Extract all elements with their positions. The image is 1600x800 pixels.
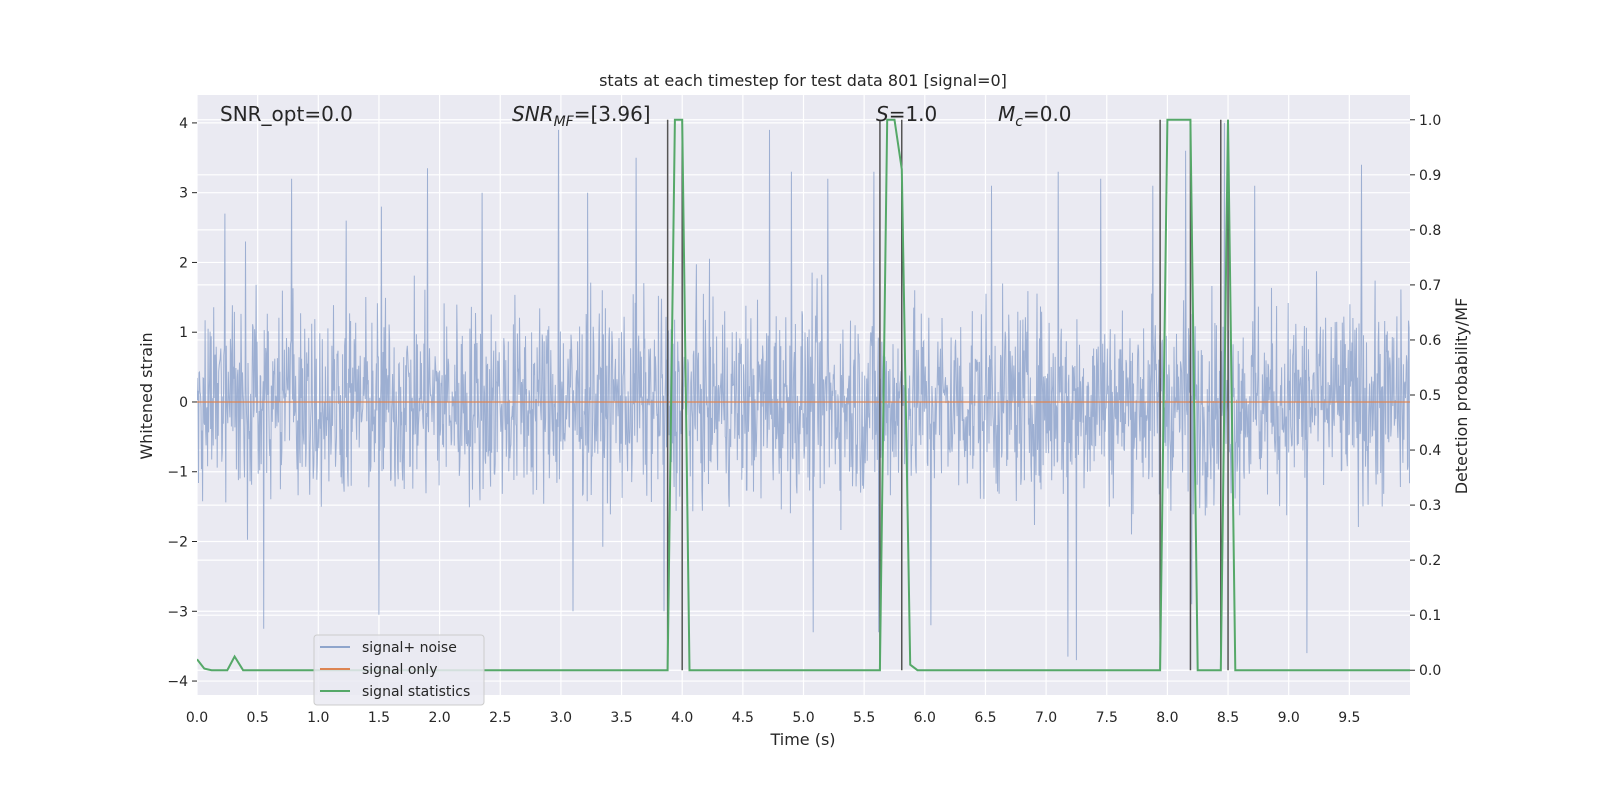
x-tick-label: 4.0 xyxy=(671,710,693,726)
x-tick-label: 8.0 xyxy=(1156,710,1178,726)
x-tick-label: 9.0 xyxy=(1278,710,1300,726)
annotation-snr-opt: SNR_opt=0.0 xyxy=(220,102,353,126)
y-right-tick-label: 0.9 xyxy=(1419,168,1441,184)
x-tick-label: 2.0 xyxy=(428,710,450,726)
x-tick-label: 3.0 xyxy=(550,710,572,726)
legend-label-signal-only: signal only xyxy=(362,662,437,678)
x-tick-label: 4.5 xyxy=(732,710,754,726)
x-tick-label: 0.5 xyxy=(247,710,269,726)
annotation-snr-mf: SNRMF=[3.96] xyxy=(512,102,651,130)
legend: signal+ noise signal only signal statist… xyxy=(313,634,485,706)
y-left-axis-label: Whitened strain xyxy=(137,332,156,459)
x-tick-label: 6.5 xyxy=(974,710,996,726)
signal-statistics-series xyxy=(197,118,1410,672)
annotation-s: S=1.0 xyxy=(876,102,937,126)
y-right-tick-label: 0.5 xyxy=(1419,388,1441,404)
x-tick-label: 5.0 xyxy=(792,710,814,726)
y-left-tick-label: 0 xyxy=(179,395,188,411)
y-right-tick-label: 0.4 xyxy=(1419,443,1441,459)
x-axis-ticks: 0.0 0.5 1.0 1.5 2.0 2.5 3.0 3.5 4.0 4.5 5.0 5.5 6.0 6… xyxy=(186,710,1361,726)
y-right-tick-label: 0.3 xyxy=(1419,498,1441,514)
x-tick-label: 1.0 xyxy=(307,710,329,726)
y-right-tick-label: 0.6 xyxy=(1419,333,1441,349)
y-right-tick-label: 1.0 xyxy=(1419,113,1441,129)
y-left-tick-label: 4 xyxy=(179,116,188,132)
y-left-tick-label: −2 xyxy=(167,535,188,551)
x-tick-label: 9.5 xyxy=(1338,710,1360,726)
x-tick-label: 5.5 xyxy=(853,710,875,726)
legend-label-statistics: signal statistics xyxy=(362,684,470,700)
x-tick-label: 2.5 xyxy=(489,710,511,726)
y-left-tick-label: 2 xyxy=(179,255,188,271)
x-tick-label: 6.0 xyxy=(914,710,936,726)
y-left-axis-ticks: 4 3 2 1 0 −1 −2 −3 −4 xyxy=(167,116,197,690)
annotation-mc: Mc=0.0 xyxy=(998,102,1072,130)
x-tick-label: 7.0 xyxy=(1035,710,1057,726)
y-left-tick-label: 3 xyxy=(179,186,188,202)
y-left-tick-label: 1 xyxy=(179,325,188,341)
x-tick-label: 3.5 xyxy=(610,710,632,726)
detection-markers xyxy=(666,119,1229,671)
legend-label-noise: signal+ noise xyxy=(362,640,457,656)
y-right-tick-label: 0.1 xyxy=(1419,608,1441,624)
y-left-tick-label: −1 xyxy=(167,465,188,481)
y-right-tick-label: 0.7 xyxy=(1419,278,1441,294)
chart-title: stats at each timestep for test data 801… xyxy=(599,71,1007,90)
signal-noise-series xyxy=(197,122,1410,661)
x-tick-label: 0.0 xyxy=(186,710,208,726)
y-right-axis-label: Detection probability/MF xyxy=(1452,298,1471,495)
y-right-tick-label: 0.2 xyxy=(1419,553,1441,569)
y-left-tick-label: −3 xyxy=(167,604,188,620)
legend-box xyxy=(313,634,485,706)
x-axis-label: Time (s) xyxy=(769,730,835,749)
x-tick-label: 8.5 xyxy=(1217,710,1239,726)
y-left-tick-label: −4 xyxy=(167,674,188,690)
y-right-tick-label: 0.8 xyxy=(1419,223,1441,239)
x-tick-label: 1.5 xyxy=(368,710,390,726)
y-right-axis-ticks: 1.0 0.9 0.8 0.7 0.6 0.5 0.4 0.3 0.2 0.1 0.0 xyxy=(1410,113,1441,679)
x-tick-label: 7.5 xyxy=(1096,710,1118,726)
y-right-tick-label: 0.0 xyxy=(1419,663,1441,679)
